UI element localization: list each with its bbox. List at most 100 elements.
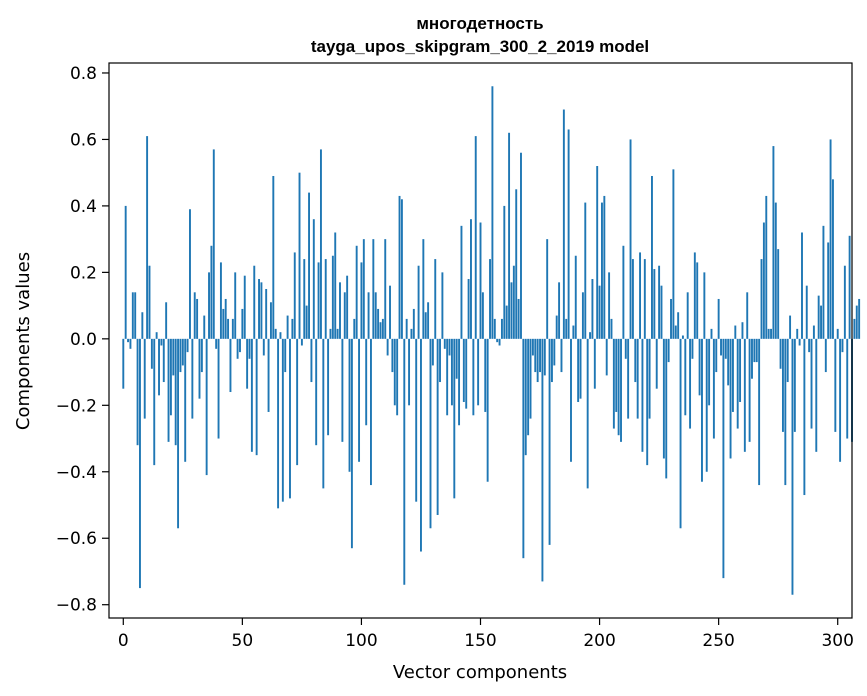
bar-component-67 <box>281 338 284 502</box>
bar-component-75 <box>300 338 303 346</box>
bar-component-21 <box>172 338 175 376</box>
bar-component-136 <box>446 338 449 416</box>
bar-component-194 <box>584 202 587 339</box>
bar-component-134 <box>441 272 444 339</box>
bar-component-94 <box>346 275 349 339</box>
bar-component-51 <box>243 275 246 339</box>
bar-component-116 <box>398 195 401 339</box>
bar-component-218 <box>641 338 644 452</box>
bar-component-269 <box>762 222 765 339</box>
bar-component-189 <box>572 325 575 339</box>
bar-component-175 <box>539 338 541 373</box>
bar-component-71 <box>291 318 294 339</box>
bar-component-9 <box>143 338 146 419</box>
x-tick-label: 0 <box>118 631 129 651</box>
bar-component-296 <box>827 242 830 339</box>
bar-component-29 <box>191 338 194 419</box>
bar-component-300 <box>836 328 839 339</box>
y-tick-label: 0.2 <box>70 263 97 283</box>
bar-component-1 <box>124 205 127 339</box>
bar-component-249 <box>715 338 718 373</box>
bar-component-124 <box>417 265 420 339</box>
bar-component-79 <box>310 338 313 383</box>
y-tick-label: −0.6 <box>56 529 97 549</box>
bar-component-197 <box>591 279 594 339</box>
bar-component-230 <box>670 298 672 339</box>
bar-component-257 <box>734 325 737 339</box>
bar-component-6 <box>136 338 139 446</box>
bar-component-133 <box>439 338 441 383</box>
bar-component-167 <box>520 152 522 339</box>
bar-component-58 <box>260 282 263 339</box>
bar-component-286 <box>803 338 806 496</box>
bar-component-207 <box>615 338 618 412</box>
bar-component-56 <box>255 338 258 456</box>
bar-component-111 <box>386 338 389 356</box>
bar-component-253 <box>724 338 727 359</box>
bar-component-275 <box>777 249 780 339</box>
bar-component-150 <box>479 222 482 339</box>
bar-component-60 <box>265 288 268 339</box>
bar-component-40 <box>217 338 220 439</box>
bar-component-237 <box>686 292 689 339</box>
bar-component-102 <box>365 338 368 426</box>
bar-component-185 <box>562 109 565 339</box>
bar-component-304 <box>846 338 849 439</box>
bar-component-61 <box>267 338 270 412</box>
bar-component-254 <box>727 338 730 386</box>
bar-component-173 <box>534 338 537 373</box>
bar-component-246 <box>708 338 711 406</box>
bar-component-200 <box>598 285 601 339</box>
bar-component-120 <box>408 338 411 406</box>
bar-component-96 <box>350 338 353 549</box>
bar-component-278 <box>784 338 787 486</box>
bar-component-81 <box>315 338 318 446</box>
bar-component-115 <box>396 338 399 416</box>
bar-component-170 <box>527 338 530 436</box>
bar-component-162 <box>508 132 511 339</box>
bar-component-292 <box>817 295 820 339</box>
bar-component-182 <box>555 315 558 339</box>
bar-component-288 <box>808 338 811 353</box>
bar-component-215 <box>634 338 637 383</box>
bar-component-260 <box>741 322 744 339</box>
bar-component-95 <box>348 338 351 472</box>
bar-component-138 <box>450 338 453 406</box>
bar-component-33 <box>200 338 203 373</box>
bar-component-78 <box>308 192 310 339</box>
x-tick-label: 300 <box>821 631 853 651</box>
bar-component-130 <box>431 338 434 366</box>
bar-component-57 <box>258 279 260 339</box>
bar-component-132 <box>436 338 439 515</box>
bar-component-149 <box>477 338 480 406</box>
bar-component-302 <box>841 338 844 353</box>
bar-component-83 <box>319 149 322 339</box>
bar-component-98 <box>355 245 358 339</box>
bar-component-37 <box>210 245 213 339</box>
bar-component-19 <box>167 338 170 442</box>
bar-component-213 <box>629 139 632 339</box>
bar-component-152 <box>484 338 487 412</box>
y-tick-label: 0.8 <box>70 64 97 84</box>
bar-component-64 <box>274 328 277 339</box>
bar-component-140 <box>455 338 458 379</box>
bar-component-48 <box>236 338 239 359</box>
bar-component-293 <box>820 305 822 339</box>
bar-component-80 <box>312 219 315 339</box>
bar-component-151 <box>481 292 484 339</box>
bar-component-0 <box>122 338 125 389</box>
bar-component-266 <box>755 338 758 363</box>
x-tick-label: 100 <box>345 631 377 651</box>
bar-component-53 <box>248 338 251 359</box>
bar-component-268 <box>760 259 763 339</box>
bar-component-277 <box>781 338 784 432</box>
bar-component-164 <box>512 265 515 339</box>
bar-component-307 <box>853 318 856 339</box>
bar-component-20 <box>169 338 172 416</box>
bar-component-160 <box>503 205 506 339</box>
bar-component-118 <box>403 338 406 585</box>
bar-component-188 <box>570 338 572 462</box>
bar-component-17 <box>162 338 165 383</box>
bar-component-232 <box>674 325 677 339</box>
